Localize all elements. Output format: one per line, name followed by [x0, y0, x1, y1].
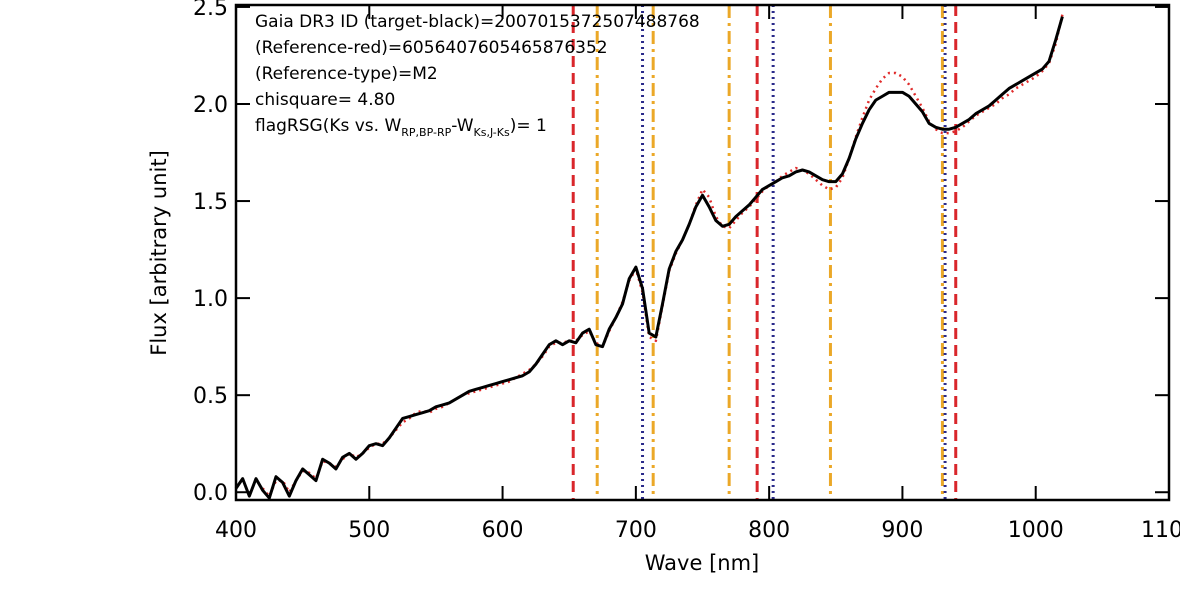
x-tick-label: 700 — [615, 518, 657, 543]
x-tick-label: 600 — [482, 518, 524, 543]
annotation-part: -W — [451, 116, 473, 136]
x-tick-label: 400 — [215, 518, 257, 543]
y-tick-label: 0.5 — [193, 384, 228, 409]
y-tick-label: 0.0 — [193, 481, 228, 506]
annotation: (Reference-red)=6056407605465876352 — [255, 38, 608, 58]
annotation: Gaia DR3 ID (target-black)=2007015372507… — [255, 12, 700, 32]
annotation-part: RP,BP-RP — [401, 126, 451, 139]
annotation-part: flagRSG(Ks vs. W — [255, 116, 401, 136]
annotation: chisquare= 4.80 — [255, 90, 395, 110]
x-tick-label: 1000 — [1008, 518, 1064, 543]
axes-frame — [234, 3, 1171, 502]
y-tick-label: 1.0 — [193, 287, 228, 312]
x-tick-label: 900 — [881, 518, 923, 543]
y-tick-label: 2.5 — [193, 0, 228, 21]
x-tick-label: 800 — [748, 518, 790, 543]
annotation: flagRSG(Ks vs. WRP,BP-RP-WKs,J-Ks)= 1 — [255, 116, 547, 139]
annotation: (Reference-type)=M2 — [255, 64, 438, 84]
y-tick-label: 2.0 — [193, 93, 228, 118]
y-axis-label: Flux [arbitrary unit] — [147, 150, 171, 356]
series-line — [234, 16, 1064, 500]
x-axis-label: Wave [nm] — [645, 551, 759, 575]
annotation-part: Ks,J-Ks — [474, 126, 510, 139]
plot-area — [234, 5, 1064, 500]
annotation-part: )= 1 — [510, 116, 547, 136]
x-tick-label: 500 — [348, 518, 390, 543]
y-tick-label: 1.5 — [193, 190, 228, 215]
